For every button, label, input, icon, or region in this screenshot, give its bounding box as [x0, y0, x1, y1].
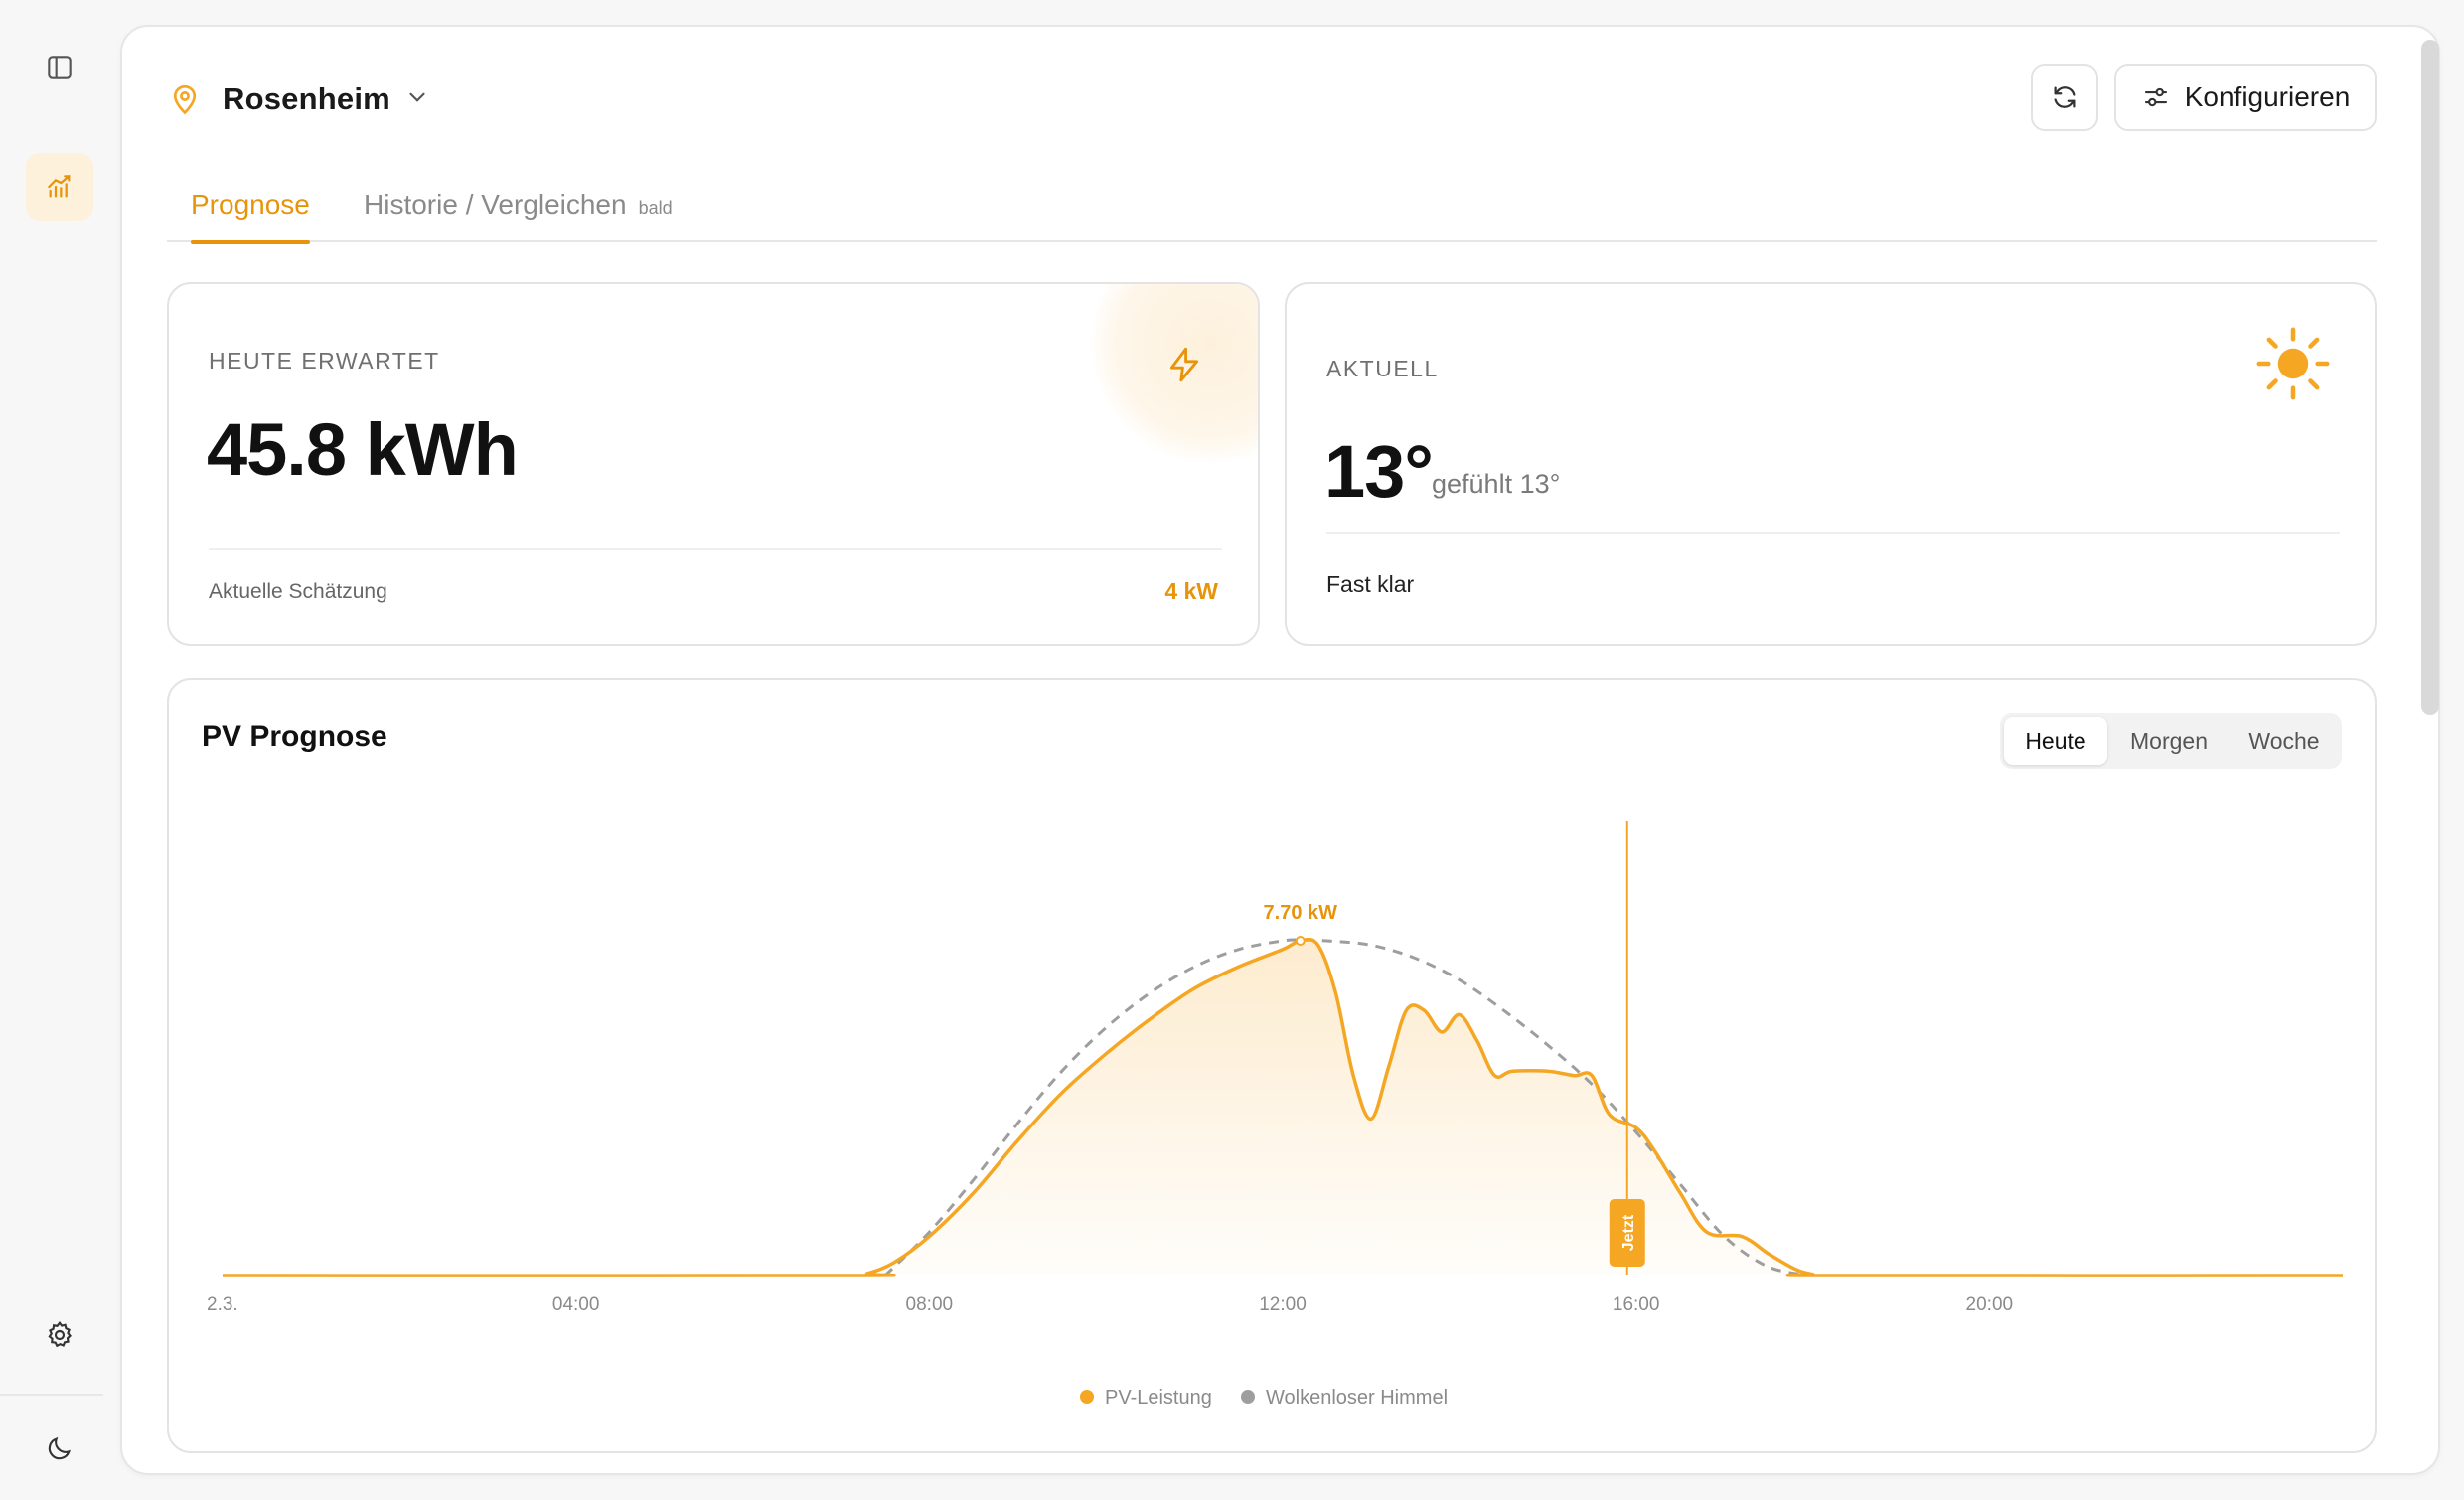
moon-icon — [48, 1436, 72, 1460]
tab-history-label: Historie / Vergleichen — [364, 189, 627, 220]
map-pin-icon — [173, 84, 197, 115]
sidebar — [0, 0, 119, 1500]
lightning-icon — [1169, 347, 1199, 382]
refresh-icon — [2054, 86, 2076, 108]
estimate-label: Aktuelle Schätzung — [209, 580, 387, 603]
refresh-button[interactable] — [2031, 64, 2098, 131]
pv-forecast-card: PV Prognose Heute Morgen Woche — [167, 678, 2377, 1453]
range-tomorrow-button[interactable]: Morgen — [2130, 727, 2208, 754]
estimate-value: 4 kW — [1164, 578, 1218, 604]
sidebar-divider — [0, 1394, 103, 1396]
theme-toggle-button[interactable] — [26, 1415, 93, 1482]
current-weather-card: AKTUELL 13° gefühlt 13° Fast klar — [1285, 282, 2377, 646]
temperature-value: 13° — [1324, 430, 1434, 513]
tab-forecast[interactable]: Prognose — [191, 189, 310, 244]
sidebar-item-forecast[interactable] — [26, 153, 93, 221]
sidebar-toggle-button[interactable] — [26, 34, 93, 101]
chart-title: PV Prognose — [202, 720, 387, 753]
configure-button[interactable]: Konfigurieren — [2114, 64, 2377, 131]
feels-like: gefühlt 13° — [1432, 469, 1561, 499]
chart-icon — [48, 175, 71, 198]
card-divider — [1326, 532, 2340, 534]
configure-label: Konfigurieren — [2184, 81, 2351, 112]
range-selector: Heute Morgen Woche — [2000, 713, 2342, 769]
range-today-button[interactable]: Heute — [2004, 717, 2107, 765]
sliders-icon — [2144, 87, 2167, 107]
expected-today-card: HEUTE ERWARTET 45.8 kWh Aktuelle Schätzu… — [167, 282, 1260, 646]
current-label: AKTUELL — [1326, 356, 1439, 381]
weather-condition: Fast klar — [1326, 571, 1415, 597]
soon-badge: bald — [638, 198, 673, 218]
sidebar-toggle-icon — [48, 56, 72, 79]
settings-button[interactable] — [26, 1301, 93, 1369]
tab-forecast-label: Prognose — [191, 189, 310, 220]
expected-label: HEUTE ERWARTET — [209, 348, 440, 374]
expected-value: 45.8 kWh — [207, 408, 519, 491]
tab-bar: Prognose Historie / Vergleichen bald — [167, 189, 2377, 244]
card-divider — [209, 548, 1222, 550]
location-name: Rosenheim — [223, 81, 390, 116]
scrollbar[interactable] — [2421, 40, 2439, 715]
location-selector[interactable]: Rosenheim — [167, 70, 430, 129]
chevron-down-icon — [404, 84, 430, 115]
gear-icon — [48, 1320, 72, 1348]
sun-icon — [2256, 327, 2330, 400]
tab-history[interactable]: Historie / Vergleichen bald — [364, 189, 673, 242]
range-week-button[interactable]: Woche — [2248, 727, 2320, 754]
